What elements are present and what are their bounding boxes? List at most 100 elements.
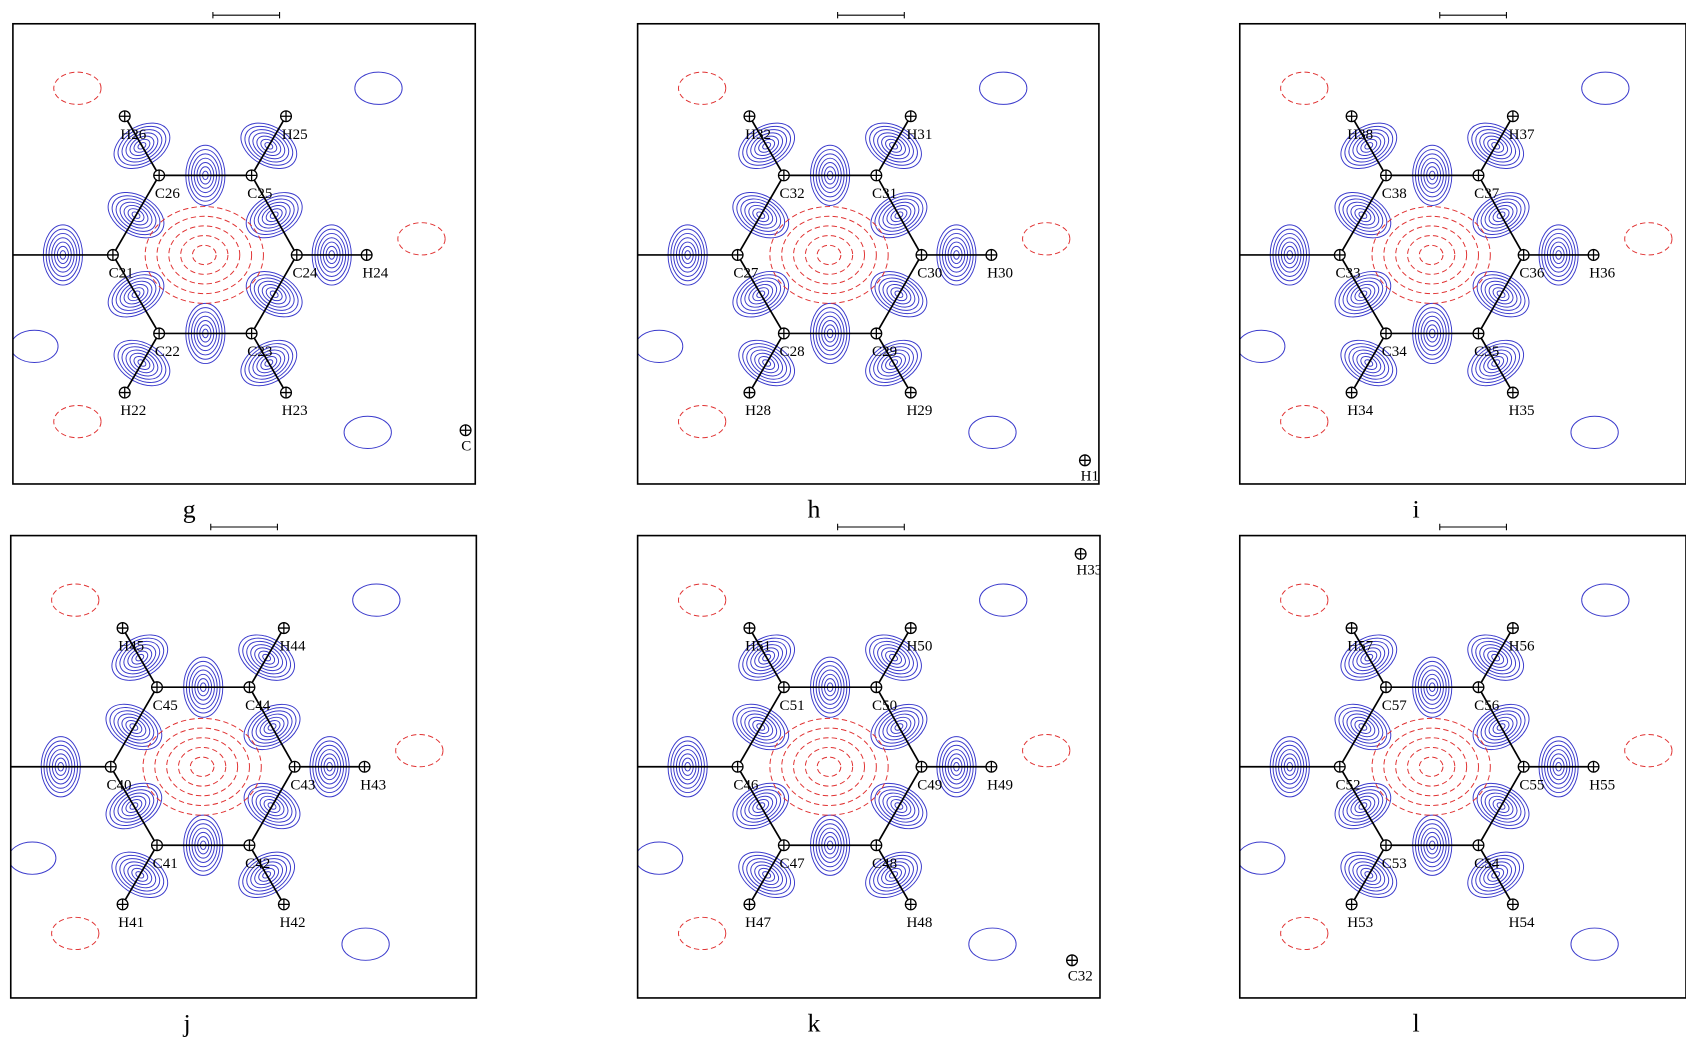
scale-bar bbox=[837, 11, 905, 19]
contour-negative bbox=[1418, 244, 1444, 266]
bond bbox=[1350, 115, 1387, 176]
atom-cross bbox=[153, 328, 165, 339]
contour-negative bbox=[1371, 206, 1491, 304]
atom-cross bbox=[280, 387, 292, 398]
contour-negative bbox=[154, 727, 250, 806]
atom-cross bbox=[291, 249, 303, 261]
atom-cross bbox=[778, 328, 790, 339]
bond bbox=[121, 844, 158, 905]
bond bbox=[875, 115, 912, 176]
contour-negative bbox=[168, 225, 241, 285]
atom-cross bbox=[1334, 761, 1346, 773]
contour-positive bbox=[968, 415, 1017, 449]
atom-label: C22 bbox=[155, 344, 180, 360]
bond bbox=[1477, 333, 1514, 394]
panel-frame bbox=[9, 534, 478, 999]
panel-label: i bbox=[1413, 494, 1420, 523]
atom-cross bbox=[870, 839, 882, 851]
contour-negative bbox=[1280, 405, 1329, 439]
contour-negative bbox=[793, 225, 865, 285]
atom-label: H48 bbox=[906, 915, 932, 931]
panel: C27 C32 C31 C30 C29 C28 H32 H31 H30 H29 H28 H1 bbox=[637, 71, 1099, 485]
atom-cross bbox=[1380, 681, 1392, 693]
atom-cross bbox=[1346, 622, 1357, 634]
contour-negative bbox=[189, 756, 215, 777]
atom-cross bbox=[870, 328, 882, 339]
atom-cross bbox=[905, 387, 917, 398]
contour-negative bbox=[1022, 222, 1071, 256]
contour-negative bbox=[769, 206, 889, 304]
contour-positive bbox=[12, 329, 59, 363]
bond bbox=[1339, 686, 1387, 768]
atom-label: C35 bbox=[1474, 344, 1499, 360]
atom-cross bbox=[778, 681, 790, 693]
atom-label: H38 bbox=[1347, 127, 1373, 143]
atom-label: C34 bbox=[1382, 344, 1408, 360]
atom-label: H1 bbox=[1081, 469, 1099, 485]
bond bbox=[1477, 844, 1514, 905]
panel: C52 C57 C56 C55 C54 C53 H57 H56 H55 H54 H53 bbox=[1239, 583, 1673, 961]
bond bbox=[112, 174, 160, 256]
atom-cross bbox=[1473, 839, 1484, 851]
bond bbox=[121, 627, 158, 688]
atom-cross bbox=[278, 899, 290, 910]
contour-negative bbox=[191, 244, 217, 266]
panel-frame bbox=[636, 534, 1101, 999]
bond bbox=[1339, 254, 1387, 334]
atom-cross bbox=[1518, 761, 1530, 773]
bond bbox=[110, 766, 158, 846]
atom-label: H49 bbox=[987, 777, 1013, 793]
contour-negative bbox=[793, 737, 865, 797]
contour-negative bbox=[1395, 737, 1468, 797]
panel-frame bbox=[1238, 22, 1686, 485]
atom-cross bbox=[778, 839, 790, 851]
atom-label: H24 bbox=[362, 266, 388, 282]
contour-negative bbox=[816, 244, 842, 266]
bond bbox=[112, 254, 160, 334]
contour-negative bbox=[678, 71, 727, 105]
atom-cross bbox=[460, 424, 471, 436]
atom-cross bbox=[1507, 622, 1519, 634]
atom-label: H45 bbox=[118, 639, 144, 655]
atom-label: C31 bbox=[872, 186, 897, 202]
atom-label: C30 bbox=[917, 266, 942, 282]
atom-label: C46 bbox=[733, 777, 759, 793]
atom-label: H28 bbox=[745, 403, 771, 419]
panel: C33 C38 C37 C36 C35 C34 H38 H37 H36 H35 H34 bbox=[1239, 71, 1673, 449]
contour-positive bbox=[352, 583, 401, 617]
contour-negative bbox=[1624, 734, 1673, 768]
contour-positive bbox=[354, 71, 403, 105]
atom-label: C49 bbox=[917, 777, 942, 793]
contour-positive bbox=[1581, 583, 1630, 617]
atom-cross bbox=[151, 681, 163, 693]
contour-positive bbox=[637, 329, 684, 363]
bond bbox=[248, 686, 296, 768]
contour-negative bbox=[1383, 727, 1479, 806]
bond bbox=[123, 115, 160, 176]
contour-positive bbox=[341, 927, 390, 961]
scale-bar bbox=[1439, 11, 1507, 19]
contour-negative bbox=[166, 737, 239, 797]
contour-negative bbox=[1395, 225, 1468, 285]
contour-negative bbox=[804, 235, 854, 275]
bond bbox=[1477, 766, 1525, 846]
contour-positive bbox=[1581, 71, 1630, 105]
contour-positive bbox=[968, 927, 1017, 961]
contour-negative bbox=[769, 717, 889, 816]
atom-label: C29 bbox=[872, 344, 897, 360]
atom-label: H47 bbox=[745, 915, 771, 931]
atom-label: H30 bbox=[987, 266, 1013, 282]
atom-label: C52 bbox=[1335, 777, 1360, 793]
contour-negative bbox=[1280, 583, 1329, 617]
bond bbox=[875, 333, 912, 394]
bond bbox=[123, 333, 160, 394]
atom-label: H54 bbox=[1509, 915, 1535, 931]
atom-cross bbox=[244, 839, 255, 851]
bond bbox=[736, 686, 785, 768]
atom-label: C41 bbox=[153, 856, 178, 872]
atom-label: C56 bbox=[1474, 698, 1500, 714]
atom-cross bbox=[107, 249, 119, 261]
atom-label: H57 bbox=[1347, 639, 1373, 655]
panel: C46 C51 C50 C49 C48 C47 H51 H50 H49 H48 H47 H33 C32 bbox=[637, 547, 1100, 985]
